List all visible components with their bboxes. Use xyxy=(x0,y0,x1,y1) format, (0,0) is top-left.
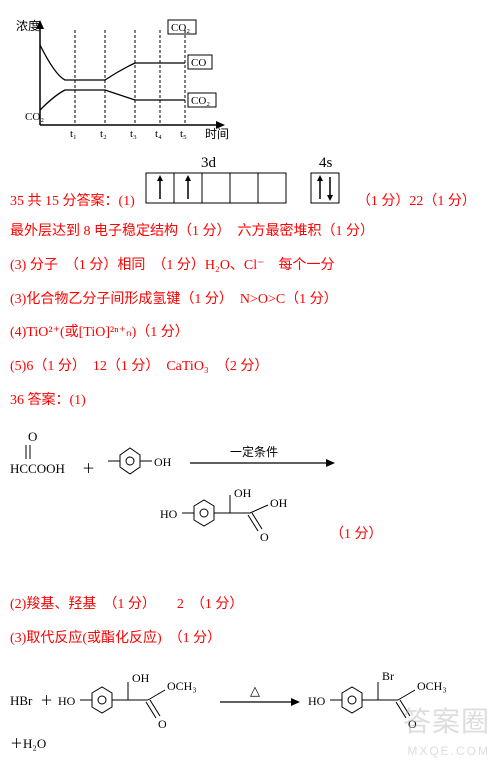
svg-text:＋H₂O: ＋H₂O xyxy=(10,736,46,751)
svg-text:O: O xyxy=(28,429,37,444)
svg-text:CO: CO xyxy=(191,57,206,69)
line-3c: (3)取代反应(或酯化反应) （1 分） xyxy=(10,627,490,651)
svg-text:HCCOOH: HCCOOH xyxy=(10,461,65,476)
svg-text:4s: 4s xyxy=(319,155,333,171)
svg-text:OCH₃: OCH₃ xyxy=(167,679,197,693)
svg-text:HO: HO xyxy=(58,694,76,708)
svg-text:O: O xyxy=(158,717,167,731)
svg-text:CO₂: CO₂ xyxy=(191,95,210,107)
svg-text:t₂: t₂ xyxy=(100,128,107,140)
orbital-diagram: 3d 4s xyxy=(141,155,351,210)
svg-text:HBr: HBr xyxy=(10,693,33,708)
svg-text:OCH₃: OCH₃ xyxy=(417,679,447,693)
line-2: (2)羧基、羟基 （1 分） 2 （1 分） xyxy=(10,593,490,617)
line-5: (5)6（1 分） 12（1 分） CaTiO₃ （2 分） xyxy=(10,355,490,379)
svg-text:CO₂: CO₂ xyxy=(171,22,190,34)
reaction-1-product: HO OH OH O （1 分） xyxy=(160,483,490,568)
svg-text:OH: OH xyxy=(154,455,172,469)
reaction-2: HBr ＋ HO OH OCH₃ O △ HO Br OCH₃ O ＋H₂O xyxy=(10,660,490,755)
svg-text:CO₂: CO₂ xyxy=(25,111,44,123)
svg-text:（1 分）: （1 分） xyxy=(330,526,383,542)
line-3a: (3) 分子 （1 分）相同 （1 分）H₂O、Cl⁻ 每个一分 xyxy=(10,254,490,278)
line-3b: (3)化合物乙分子间形成氢键（1 分） N>O>C（1 分） xyxy=(10,288,490,312)
svg-text:OH: OH xyxy=(132,671,150,685)
svg-text:＋: ＋ xyxy=(40,693,53,708)
q35-suffix: （1 分）22（1 分） xyxy=(357,190,476,210)
line-outer-layer: 最外层达到 8 电子稳定结构（1 分） 六方最密堆积（1 分） xyxy=(10,220,490,244)
svg-text:t₄: t₄ xyxy=(155,128,162,140)
svg-text:△: △ xyxy=(250,683,260,698)
y-axis-label: 浓度 xyxy=(16,18,40,33)
svg-text:3d: 3d xyxy=(201,155,217,171)
svg-text:OH: OH xyxy=(270,496,288,510)
svg-text:t₃: t₃ xyxy=(130,128,137,140)
svg-text:OH: OH xyxy=(234,486,252,500)
svg-text:一定条件: 一定条件 xyxy=(230,444,278,459)
svg-text:HO: HO xyxy=(308,694,326,708)
svg-text:Br: Br xyxy=(382,669,394,683)
q35-prefix: 35 共 15 分答案：(1) xyxy=(10,190,135,210)
svg-text:O: O xyxy=(408,717,417,731)
svg-text:t₁: t₁ xyxy=(70,128,77,140)
line-4: (4)TiO²⁺(或[TiO]²ⁿ⁺ₙ)（1 分） xyxy=(10,321,490,345)
orbital-diagram-row: 35 共 15 分答案：(1) 3d 4s （1 分）22（1 分） xyxy=(10,155,490,210)
x-axis-label: 时间 xyxy=(205,127,229,141)
svg-text:＋: ＋ xyxy=(82,461,95,476)
concentration-graph: 浓度 时间 t₁ t₂ t₃ t₄ t₅ CO₂ CO CO₂ CO₂ xyxy=(10,15,490,145)
svg-text:HO: HO xyxy=(160,507,178,521)
svg-text:t₅: t₅ xyxy=(180,128,187,140)
svg-text:O: O xyxy=(260,530,269,544)
reaction-1: O HCCOOH ＋ OH 一定条件 xyxy=(10,423,490,483)
line-36: 36 答案：(1) xyxy=(10,389,490,413)
